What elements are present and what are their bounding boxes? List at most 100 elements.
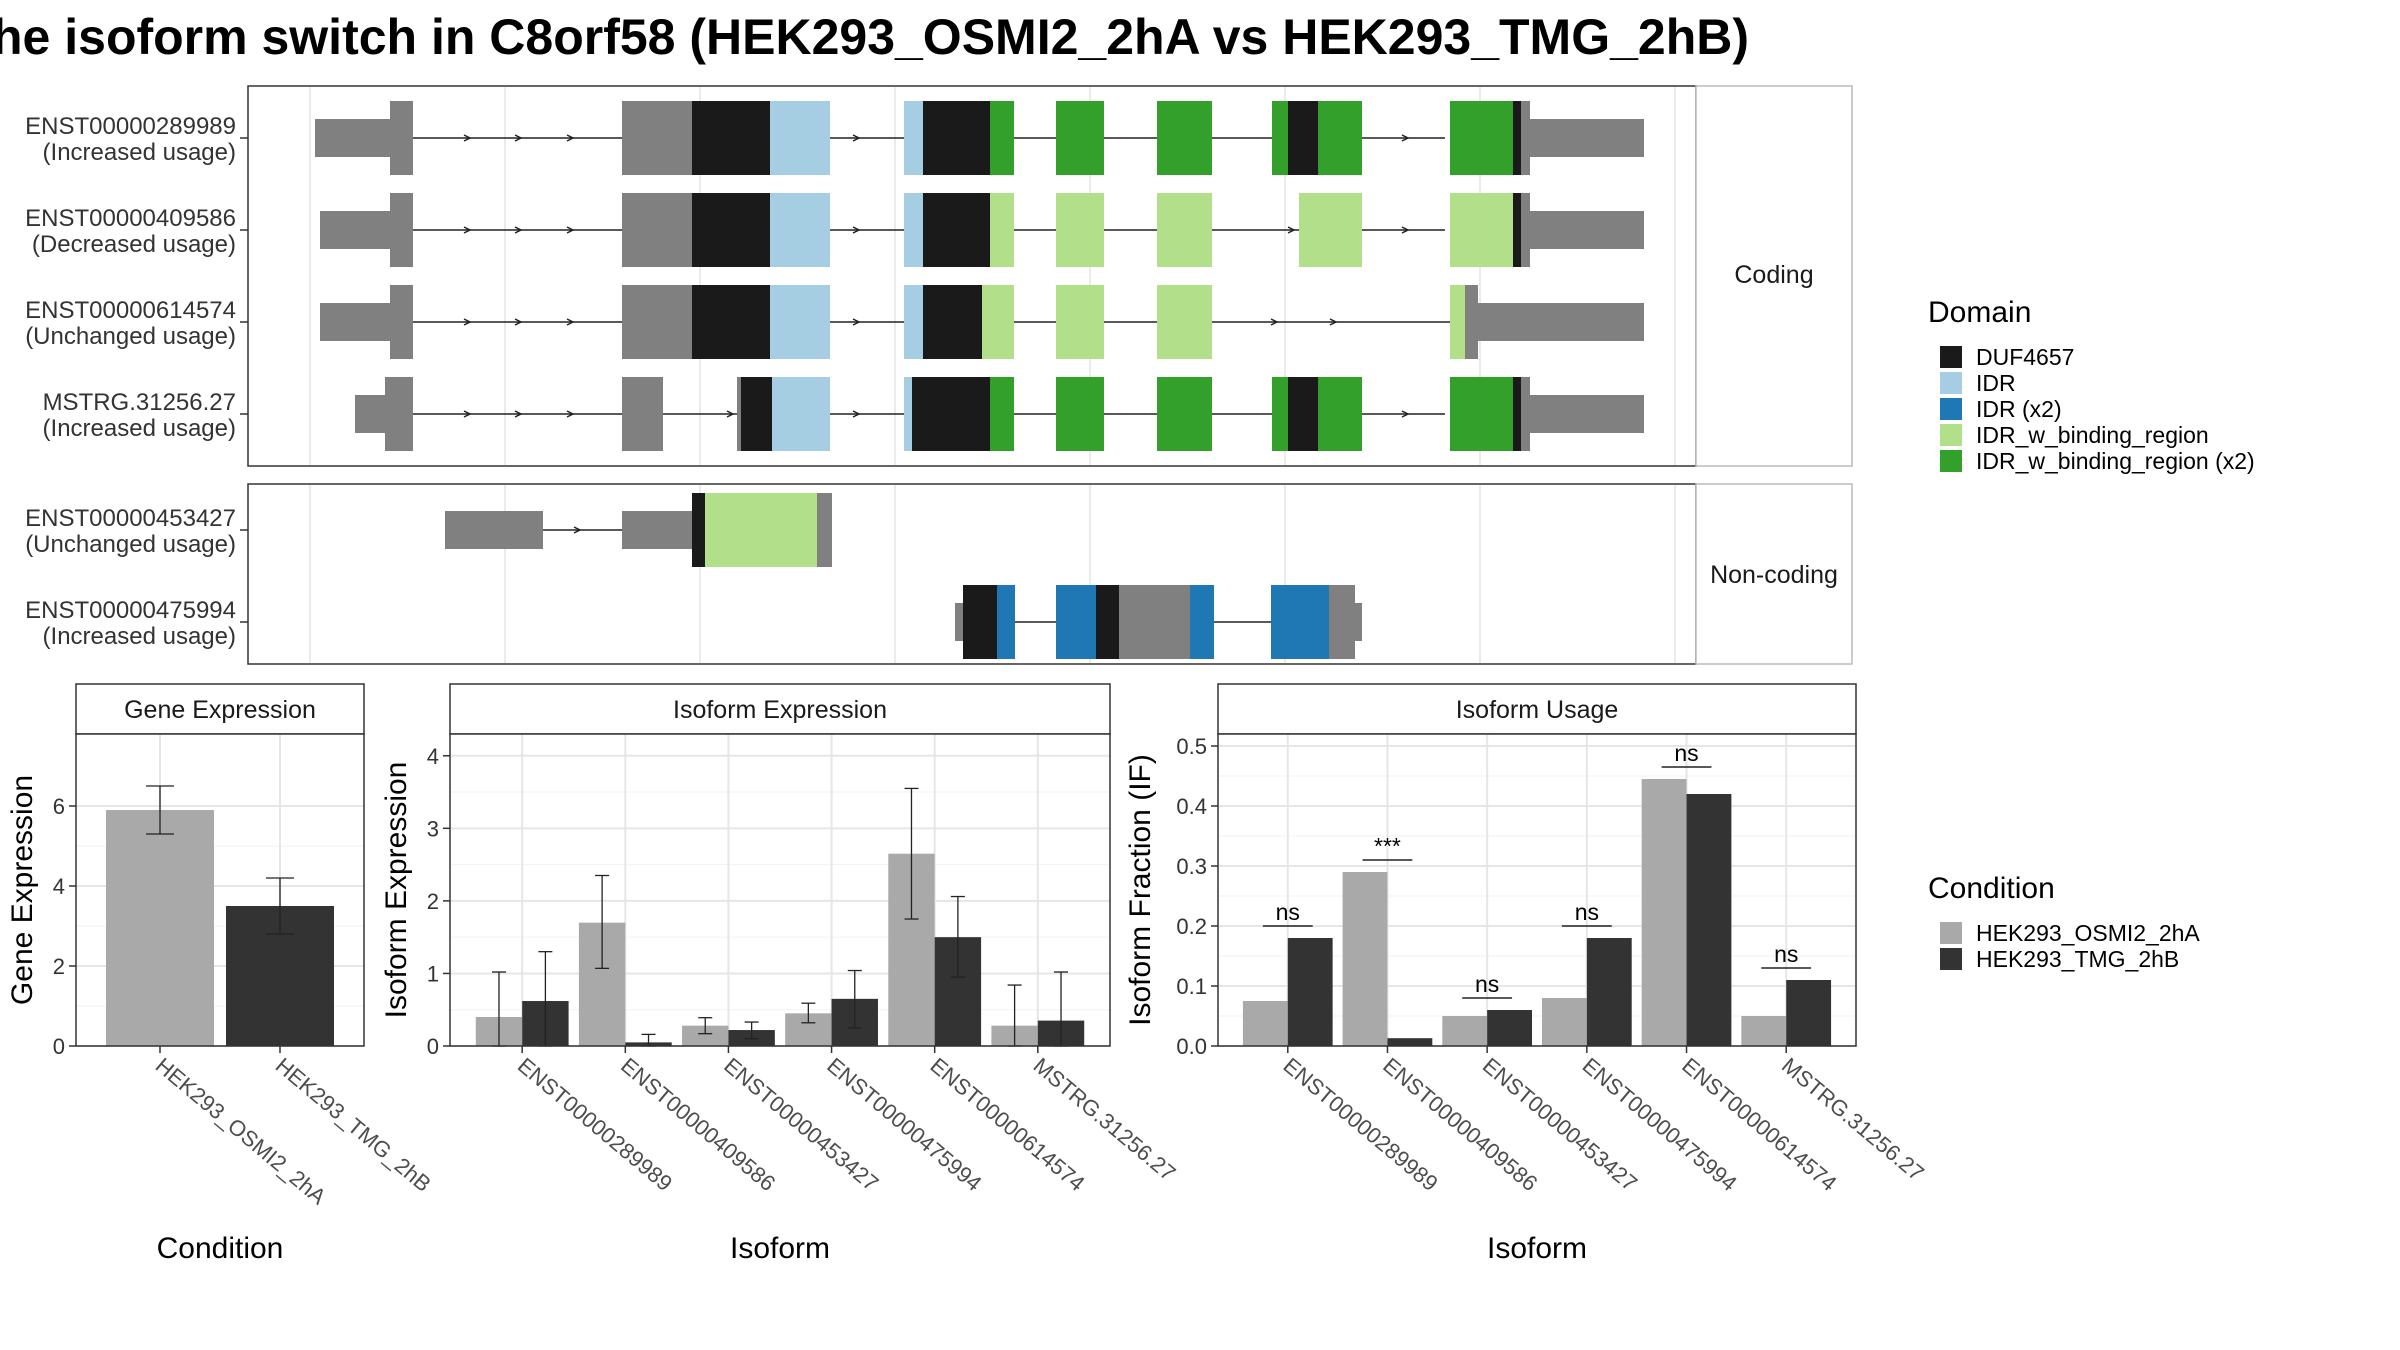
bar xyxy=(1242,1001,1288,1046)
exon-block xyxy=(445,511,543,549)
legend-swatch xyxy=(1940,372,1962,394)
y-axis-title: Isoform Expression xyxy=(380,762,413,1019)
strand-arrow xyxy=(566,226,575,234)
exon-block xyxy=(355,395,385,433)
exon-block xyxy=(1157,377,1212,451)
transcript-structure-plot: Coding Non-coding ENST00000289989(Increa… xyxy=(25,85,1853,665)
strand-arrow xyxy=(463,226,472,234)
exon-block xyxy=(1157,285,1212,359)
x-axis-title: Isoform xyxy=(1487,1232,1587,1265)
y-tick-label: 0.3 xyxy=(1176,854,1207,879)
transcript-id: ENST00000409586 xyxy=(25,205,236,232)
strand-arrow xyxy=(463,410,472,418)
transcript-id: MSTRG.31256.27 xyxy=(43,389,236,416)
exon-block xyxy=(982,285,1014,359)
exon-block xyxy=(1056,285,1104,359)
y-axis-title: Isoform Fraction (IF) xyxy=(1124,754,1157,1026)
y-tick-label: 4 xyxy=(427,744,439,769)
strip-box xyxy=(1217,683,1857,735)
exon-block xyxy=(320,211,390,249)
gene-expression-chart: Gene Expression0246HEK293_OSMI2_2hAHEK29… xyxy=(6,683,436,1265)
transcript-usage: (Decreased usage) xyxy=(32,231,236,258)
strand-arrow xyxy=(1287,226,1296,234)
legend-label: IDR_w_binding_region (x2) xyxy=(1976,448,2255,474)
transcript-labels: ENST00000289989(Increased usage)ENST0000… xyxy=(25,113,248,650)
exon-block xyxy=(1465,285,1478,359)
exon-block xyxy=(1056,377,1104,451)
legend-swatch xyxy=(1940,450,1962,472)
panel-border xyxy=(1217,733,1857,1047)
exon-block xyxy=(1318,377,1362,451)
significance-label: ns xyxy=(1774,941,1798,967)
y-tick-label: 0.1 xyxy=(1176,974,1207,999)
exon-block xyxy=(1513,377,1521,451)
bar xyxy=(1287,938,1333,1046)
exon-block xyxy=(912,377,990,451)
transcript-id: ENST00000475994 xyxy=(25,597,236,624)
exon-block xyxy=(1157,101,1212,175)
transcript-usage: (Increased usage) xyxy=(43,623,236,650)
y-tick-label: 0 xyxy=(53,1034,65,1059)
strand-arrow xyxy=(463,134,472,142)
legend-swatch xyxy=(1940,346,1962,368)
exon-block xyxy=(772,377,830,451)
exon-block xyxy=(1056,193,1104,267)
exon-block xyxy=(923,101,990,175)
legend-swatch xyxy=(1940,948,1962,970)
strand-arrow xyxy=(726,410,735,418)
legend-swatch xyxy=(1940,424,1962,446)
facet-label-coding: Coding xyxy=(1734,261,1813,289)
strand-arrow xyxy=(1270,318,1279,326)
exon-block xyxy=(955,603,963,641)
y-tick-label: 0.4 xyxy=(1176,794,1207,819)
exon-block xyxy=(1119,585,1190,659)
exon-block xyxy=(817,493,832,567)
exon-block xyxy=(1450,285,1465,359)
legend-label: DUF4657 xyxy=(1976,344,2074,370)
exon-block xyxy=(990,193,1014,267)
y-tick-label: 3 xyxy=(427,816,439,841)
exon-block xyxy=(1299,193,1362,267)
y-tick-label: 2 xyxy=(53,954,65,979)
strand-arrow xyxy=(514,410,523,418)
strip-box xyxy=(75,683,365,735)
exon-block xyxy=(923,285,982,359)
exon-block xyxy=(692,493,705,567)
condition-legend-title: Condition xyxy=(1928,872,2055,905)
noncoding-strip xyxy=(1695,483,1853,665)
strand-arrow xyxy=(514,226,523,234)
strand-arrow xyxy=(1401,134,1410,142)
significance-label: *** xyxy=(1374,833,1401,859)
y-tick-label: 0.0 xyxy=(1176,1034,1207,1059)
exon-block xyxy=(1271,585,1329,659)
exon-block xyxy=(770,101,830,175)
exon-block xyxy=(1355,603,1362,641)
isoform-usage-chart: Isoform Usage ns *** ns ns ns ns 0.0 0.1 0.2 0.3 0.… xyxy=(1124,683,1929,1265)
exon-block xyxy=(1530,211,1644,249)
legend-label: IDR_w_binding_region xyxy=(1976,422,2209,448)
transcript-usage: (Unchanged usage) xyxy=(25,323,236,350)
strand-arrow xyxy=(463,318,472,326)
exon-block xyxy=(622,101,692,175)
exon-block xyxy=(1521,193,1530,267)
strand-arrow xyxy=(514,134,523,142)
plot-title: he isoform switch in C8orf58 (HEK293_OSM… xyxy=(0,9,1749,65)
exon-block xyxy=(692,101,770,175)
exon-block xyxy=(622,511,692,549)
y-tick-label: 0.5 xyxy=(1176,734,1207,759)
y-tick-label: 2 xyxy=(427,889,439,914)
bar xyxy=(1641,779,1687,1046)
exon-block xyxy=(1513,193,1521,267)
exon-block xyxy=(737,377,741,451)
strand-arrow xyxy=(1401,226,1410,234)
bar xyxy=(1786,980,1832,1046)
transcript-usage: (Increased usage) xyxy=(43,139,236,166)
exon-block xyxy=(320,303,390,341)
panel-bg xyxy=(450,734,1110,1046)
exon-block xyxy=(1329,585,1355,659)
exon-block xyxy=(390,193,413,267)
coding-strip xyxy=(1695,85,1853,467)
y-tick-label: 4 xyxy=(53,874,65,899)
bar xyxy=(1387,1038,1433,1046)
transcript-tracks xyxy=(315,101,1644,659)
